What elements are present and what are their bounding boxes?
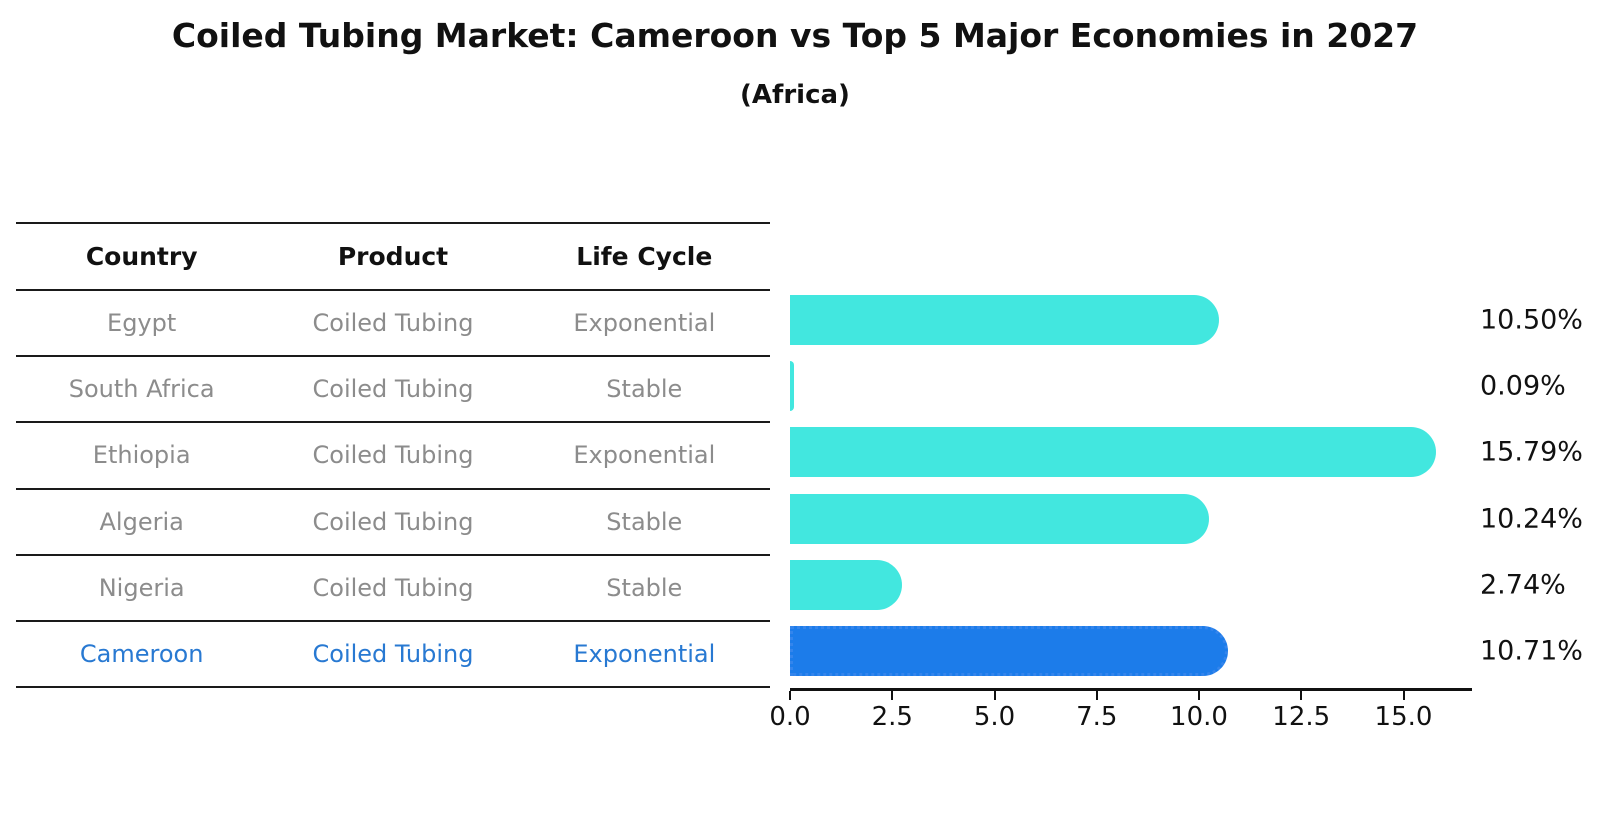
column-header-country: Country: [85, 242, 198, 271]
product-cell: Coiled Tubing: [312, 309, 474, 338]
value-label-nigeria: 2.74%: [1480, 569, 1566, 601]
x-tick-label: 10.0: [1170, 702, 1228, 732]
column-header-product: Product: [337, 242, 449, 271]
value-label-south-africa: 0.09%: [1480, 370, 1566, 402]
x-tick-label: 12.5: [1272, 702, 1331, 732]
life-cycle-cell: Stable: [606, 375, 683, 404]
x-tick-label: 7.5: [1076, 702, 1118, 732]
life-cycle-cell: Exponential: [573, 309, 716, 338]
x-tick-label: 0.0: [769, 702, 811, 732]
product-cell: Coiled Tubing: [312, 507, 474, 536]
product-cell: Coiled Tubing: [312, 573, 474, 602]
bar-nigeria: [790, 559, 903, 610]
table-row-algeria: Algeria Coiled Tubing Stable: [16, 490, 770, 556]
table-row-egypt: Egypt Coiled Tubing Exponential: [16, 291, 770, 358]
x-tick-mark: [1095, 691, 1098, 700]
bar-south-africa: [790, 361, 794, 412]
country-cell: Egypt: [107, 309, 177, 338]
x-tick-label: 5.0: [973, 702, 1016, 732]
country-cell: Nigeria: [98, 573, 185, 602]
product-cell: Coiled Tubing: [312, 640, 474, 669]
value-label-egypt: 10.50%: [1480, 304, 1583, 336]
value-label-cameroon: 10.71%: [1480, 635, 1583, 667]
x-tick-mark: [891, 691, 894, 700]
x-tick-mark: [1198, 691, 1200, 700]
table-row-nigeria: Nigeria Coiled Tubing Stable: [16, 556, 770, 622]
table-header-row: Country Product Life Cycle: [16, 224, 770, 291]
life-cycle-cell: Exponential: [573, 640, 716, 669]
country-cell: Algeria: [99, 507, 184, 536]
country-cell: Cameroon: [79, 640, 204, 669]
table-body: Egypt Coiled Tubing Exponential South Afric…: [16, 291, 770, 689]
page-title: Coiled Tubing Market: Cameroon vs Top 5 …: [171, 16, 1419, 55]
x-tick-mark: [1300, 691, 1303, 700]
bar-egypt: [790, 295, 1220, 345]
life-cycle-cell: Stable: [606, 573, 683, 602]
country-cell: South Africa: [68, 375, 215, 404]
x-axis-line: [790, 688, 1472, 691]
product-cell: Coiled Tubing: [312, 441, 474, 470]
bar-ethiopia: [790, 427, 1436, 478]
table-row-ethiopia: Ethiopia Coiled Tubing Exponential: [16, 423, 770, 490]
product-cell: Coiled Tubing: [312, 375, 474, 404]
bar-algeria: [790, 493, 1209, 544]
table-row-cameroon: Cameroon Coiled Tubing Exponential: [16, 622, 770, 689]
bar-cameroon: [790, 626, 1229, 676]
x-tick-label: 15.0: [1374, 702, 1433, 732]
x-tick-mark: [993, 691, 996, 700]
life-cycle-cell: Stable: [606, 507, 683, 536]
page-subtitle: (Africa): [740, 80, 850, 110]
value-label-ethiopia: 15.79%: [1480, 436, 1583, 468]
value-label-algeria: 10.24%: [1480, 503, 1583, 535]
country-cell: Ethiopia: [92, 441, 191, 470]
column-header-life-cycle: Life Cycle: [576, 242, 713, 271]
x-tick-mark: [789, 691, 791, 700]
table-row-south-africa: South Africa Coiled Tubing Stable: [16, 357, 770, 424]
life-cycle-cell: Exponential: [573, 441, 716, 470]
x-tick-label: 2.5: [871, 702, 913, 732]
x-tick-mark: [1402, 691, 1405, 700]
country-table: Country Product Life Cycle Egypt Coiled T…: [16, 222, 770, 689]
